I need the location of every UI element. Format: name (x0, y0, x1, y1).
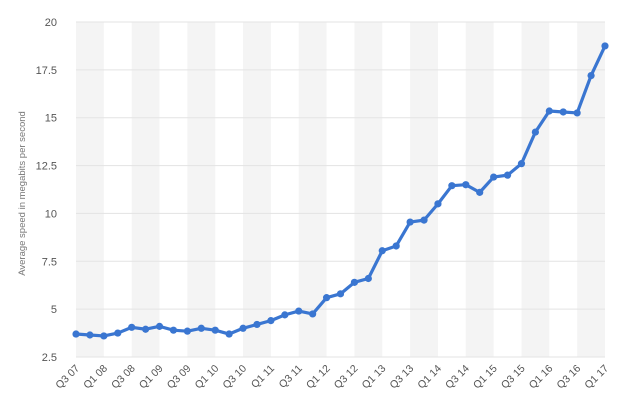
data-point (309, 310, 317, 318)
data-point (72, 330, 80, 338)
y-tick-label: 2.5 (42, 352, 57, 364)
data-point (155, 322, 164, 330)
x-tick-label: Q3 12 (332, 363, 361, 392)
x-tick-label: Q1 10 (193, 363, 222, 392)
data-point (420, 216, 428, 224)
data-point (434, 200, 442, 208)
y-tick-label: 20 (45, 17, 57, 29)
data-point (559, 108, 567, 116)
data-points (72, 42, 609, 340)
band (354, 22, 383, 357)
data-point (295, 307, 303, 315)
y-axis-title: Average speed in megabits per second (17, 111, 28, 276)
x-tick-label: Q3 14 (443, 363, 472, 392)
x-tick-label: Q1 09 (137, 363, 166, 392)
band (410, 22, 438, 357)
data-point (183, 327, 191, 335)
x-tick-label: Q3 10 (220, 363, 249, 392)
data-point (448, 182, 456, 190)
y-axis-ticks: 2.5 5 7.5 10 12.5 15 17.5 20 (36, 17, 57, 364)
data-point (545, 107, 553, 115)
data-point (100, 332, 108, 340)
data-point (531, 128, 539, 136)
y-tick-label: 5 (51, 304, 57, 316)
y-tick-label: 12.5 (36, 161, 57, 173)
x-tick-label: Q3 09 (165, 363, 194, 392)
data-point (378, 247, 386, 255)
band (298, 22, 327, 357)
y-tick-label: 15 (45, 113, 57, 125)
data-point (322, 294, 331, 302)
data-point (364, 274, 372, 283)
x-tick-label: Q1 16 (527, 363, 556, 392)
x-tick-label: Q1 11 (249, 363, 277, 391)
x-tick-label: Q1 14 (415, 363, 444, 392)
x-tick-label: Q3 07 (53, 363, 82, 392)
data-point (462, 181, 470, 189)
data-point (476, 188, 484, 196)
data-point (239, 324, 247, 332)
x-tick-label: Q1 08 (81, 363, 110, 392)
data-point (281, 311, 289, 319)
x-tick-label: Q1 17 (582, 363, 611, 392)
y-tick-label: 10 (45, 208, 57, 220)
data-point (253, 320, 261, 329)
x-tick-label: Q3 13 (388, 363, 417, 392)
x-axis-ticks: Q3 07 Q1 08 Q3 08 Q1 09 Q3 09 Q1 10 Q3 10 Q1 11… (53, 363, 611, 392)
data-point (490, 173, 498, 181)
data-point (225, 330, 233, 338)
x-tick-label: Q1 15 (471, 363, 500, 392)
data-point (601, 42, 609, 50)
y-tick-label: 7.5 (42, 256, 57, 268)
data-point (406, 218, 414, 226)
alternating-bands (76, 22, 605, 357)
data-point (517, 160, 526, 168)
x-tick-label: Q3 08 (109, 363, 138, 392)
y-tick-label: 17.5 (36, 65, 57, 77)
data-point (503, 171, 512, 179)
data-point (392, 242, 400, 250)
x-tick-label: Q3 16 (555, 363, 584, 392)
band (521, 22, 550, 357)
data-point (587, 72, 595, 80)
data-point (267, 317, 275, 325)
data-point (128, 323, 136, 331)
data-point (142, 325, 150, 333)
x-tick-label: Q1 12 (304, 363, 333, 392)
data-point (211, 326, 219, 334)
band (76, 22, 104, 357)
y-gridlines (76, 21, 605, 358)
band (187, 22, 216, 357)
data-point (336, 290, 345, 298)
x-tick-label: Q3 15 (499, 363, 528, 392)
data-point (114, 329, 122, 337)
x-tick-label: Q3 11 (277, 363, 305, 391)
data-point (350, 278, 359, 286)
band (131, 22, 160, 357)
data-point (86, 331, 94, 339)
data-point (197, 324, 205, 332)
data-point (169, 326, 178, 334)
x-tick-label: Q1 13 (360, 363, 389, 392)
band (243, 22, 271, 357)
data-point (573, 109, 581, 117)
